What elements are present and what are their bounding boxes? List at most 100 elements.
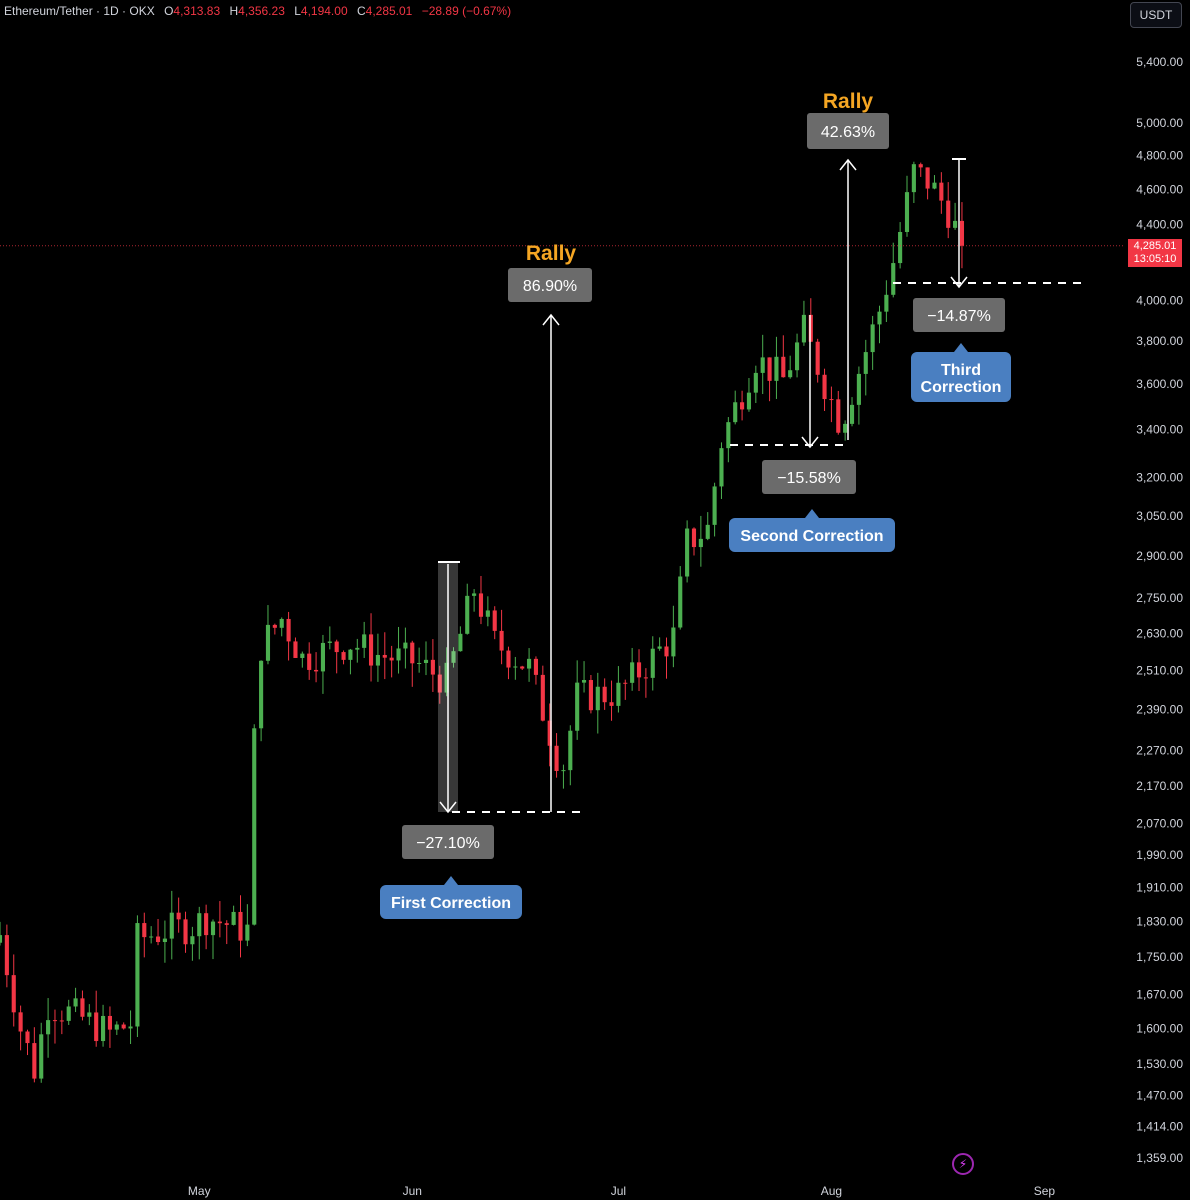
candle-body <box>375 654 380 666</box>
candle-body <box>410 642 415 664</box>
candle-body <box>774 356 779 381</box>
currency-button[interactable]: USDT <box>1130 2 1182 28</box>
candle-body <box>506 650 511 668</box>
candle-body <box>252 728 257 925</box>
candle-body <box>918 164 923 168</box>
candle-body <box>286 618 291 642</box>
candle-body <box>836 399 841 433</box>
candle-body <box>650 648 655 678</box>
candle-body <box>382 654 387 658</box>
y-tick-label: 1,530.00 <box>1136 1057 1183 1071</box>
candle-body <box>162 938 167 943</box>
third-correction-percent-bg <box>913 298 1005 332</box>
candle-body <box>341 652 346 660</box>
candle-body <box>396 648 401 661</box>
candle-body <box>547 720 552 746</box>
y-tick-label: 1,830.00 <box>1136 915 1183 929</box>
candle-body <box>478 593 484 617</box>
candle-body <box>293 641 298 658</box>
x-tick-label: Jun <box>403 1184 422 1198</box>
symbol-header: Ethereum/Tether · 1D · OKX O4,313.83 H 4,… <box>4 4 511 18</box>
candle-body <box>169 912 174 939</box>
candle-body <box>801 314 806 343</box>
candle-body <box>183 919 188 945</box>
flash-icon[interactable]: ⚡ <box>952 1153 974 1175</box>
high-label: H <box>229 4 239 18</box>
first-correction-arrow-head <box>439 801 457 814</box>
candle-body <box>602 686 607 703</box>
symbol-title[interactable]: Ethereum/Tether · 1D · OKX <box>4 4 155 18</box>
candle-body <box>554 745 559 771</box>
low-label: L <box>294 4 301 18</box>
candle-body <box>231 911 236 925</box>
candle-body <box>121 1024 126 1029</box>
candle-body <box>52 1020 58 1022</box>
candle-body <box>18 1012 23 1032</box>
candle-body <box>327 641 332 643</box>
candle-body <box>856 373 861 405</box>
candle-body <box>423 659 429 664</box>
candle-body <box>39 1034 44 1079</box>
candle-body <box>575 682 580 731</box>
y-tick-label: 1,750.00 <box>1136 950 1183 964</box>
second-rally-label: Rally <box>823 90 874 113</box>
candle-body <box>898 231 903 264</box>
candle-body <box>142 923 147 938</box>
candle-body <box>204 913 209 936</box>
open-value: 4,313.83 <box>173 4 221 18</box>
close-value: 4,285.01 <box>365 4 413 18</box>
price-axis[interactable]: 5,400.00 5,000.00 4,800.00 4,600.00 4,400.00… <box>1136 55 1183 1165</box>
candle-body <box>781 356 786 378</box>
candle-body <box>499 630 504 651</box>
candle-body <box>451 651 456 663</box>
candle-body <box>11 975 16 1013</box>
candle-body <box>101 1015 106 1042</box>
candle-body <box>149 936 154 938</box>
time-axis[interactable]: May Jun Jul Aug Sep <box>188 1184 1055 1198</box>
second-rally-percent: 42.63% <box>821 124 875 141</box>
candle-body <box>4 935 9 976</box>
candle-body <box>746 392 752 410</box>
y-tick-label: 4,600.00 <box>1136 182 1183 196</box>
change-value: −28.89 (−0.67%) <box>421 4 512 18</box>
candle-body <box>135 923 140 1027</box>
y-tick-label: 2,750.00 <box>1136 591 1183 605</box>
candle-body <box>272 624 277 628</box>
annotations-layer: −27.10% First Correction 86.90% Rally −15.58… <box>0 90 1125 919</box>
candle-body <box>300 653 305 658</box>
candle-body <box>25 1031 30 1044</box>
second-correction-callout: Second Correction <box>740 528 883 545</box>
candle-body <box>904 192 910 232</box>
candle-body <box>959 220 965 246</box>
candle-body <box>671 627 676 657</box>
candle-body <box>73 998 78 1007</box>
candle-body <box>0 935 3 943</box>
third-correction-callout: Correction <box>921 379 1002 396</box>
y-tick-label: 4,800.00 <box>1136 149 1183 163</box>
y-tick-label: 1,600.00 <box>1136 1021 1183 1035</box>
y-tick-label: 2,390.00 <box>1136 703 1183 717</box>
candle-body <box>128 1026 133 1029</box>
candle-body <box>348 649 353 660</box>
y-tick-label: 1,910.00 <box>1136 881 1183 895</box>
candle-body <box>210 921 216 936</box>
candle-body <box>32 1043 37 1079</box>
candle-body <box>224 923 229 925</box>
candles-layer <box>0 161 965 1083</box>
candle-body <box>355 647 360 650</box>
candle-body <box>472 593 477 596</box>
second-correction-callout-pointer <box>805 509 819 518</box>
candle-body <box>513 666 518 668</box>
close-label: C <box>356 4 366 18</box>
candle-body <box>595 686 600 711</box>
second-correction-callout-bg <box>729 518 895 552</box>
y-tick-label: 2,270.00 <box>1136 743 1183 757</box>
x-tick-label: Aug <box>821 1184 842 1198</box>
open-label: O <box>164 4 174 18</box>
first-rally-percent: 86.90% <box>523 278 577 295</box>
candle-body <box>314 669 319 672</box>
candle-body <box>444 662 449 693</box>
candle-body <box>238 911 243 941</box>
